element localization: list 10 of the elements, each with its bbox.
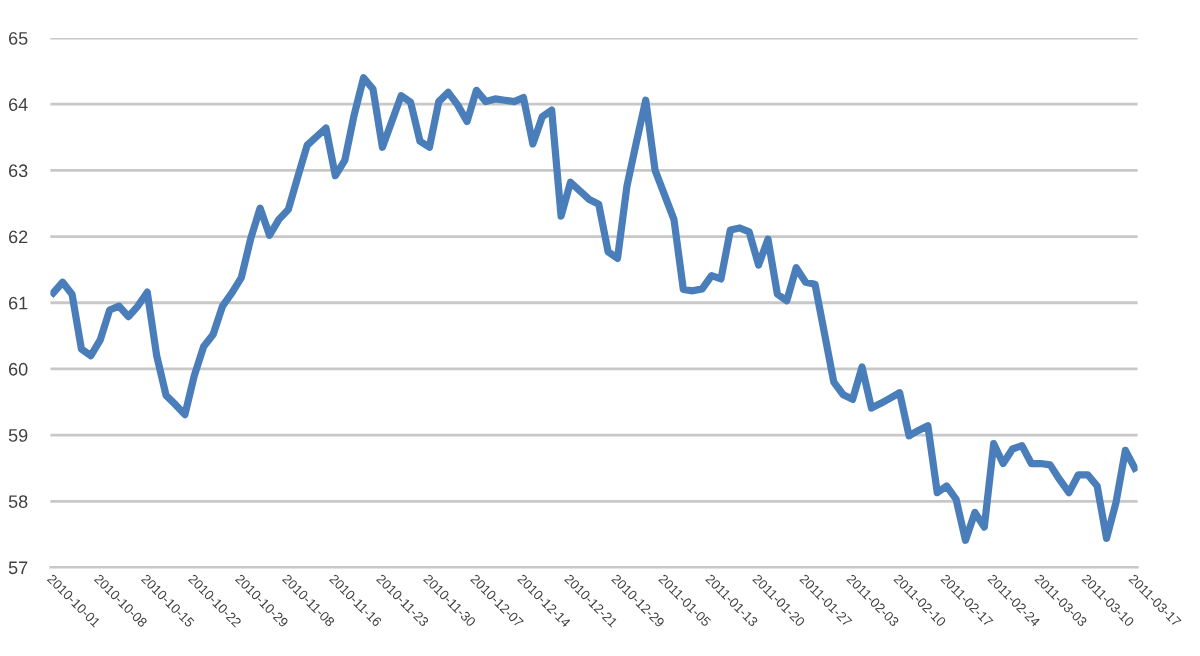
line-series xyxy=(50,74,1138,544)
y-tick-label: 57 xyxy=(8,561,28,575)
y-tick-label: 61 xyxy=(9,296,28,310)
y-tick-label: 65 xyxy=(9,31,28,45)
y-tick-label: 64 xyxy=(9,98,28,111)
y-tick-label: 58 xyxy=(8,495,28,508)
y-tick-label: 62 xyxy=(9,230,28,244)
y-tick-label: 60 xyxy=(9,362,28,376)
y-tick-label: 59 xyxy=(8,429,28,442)
y-tick-label: 63 xyxy=(9,164,28,178)
